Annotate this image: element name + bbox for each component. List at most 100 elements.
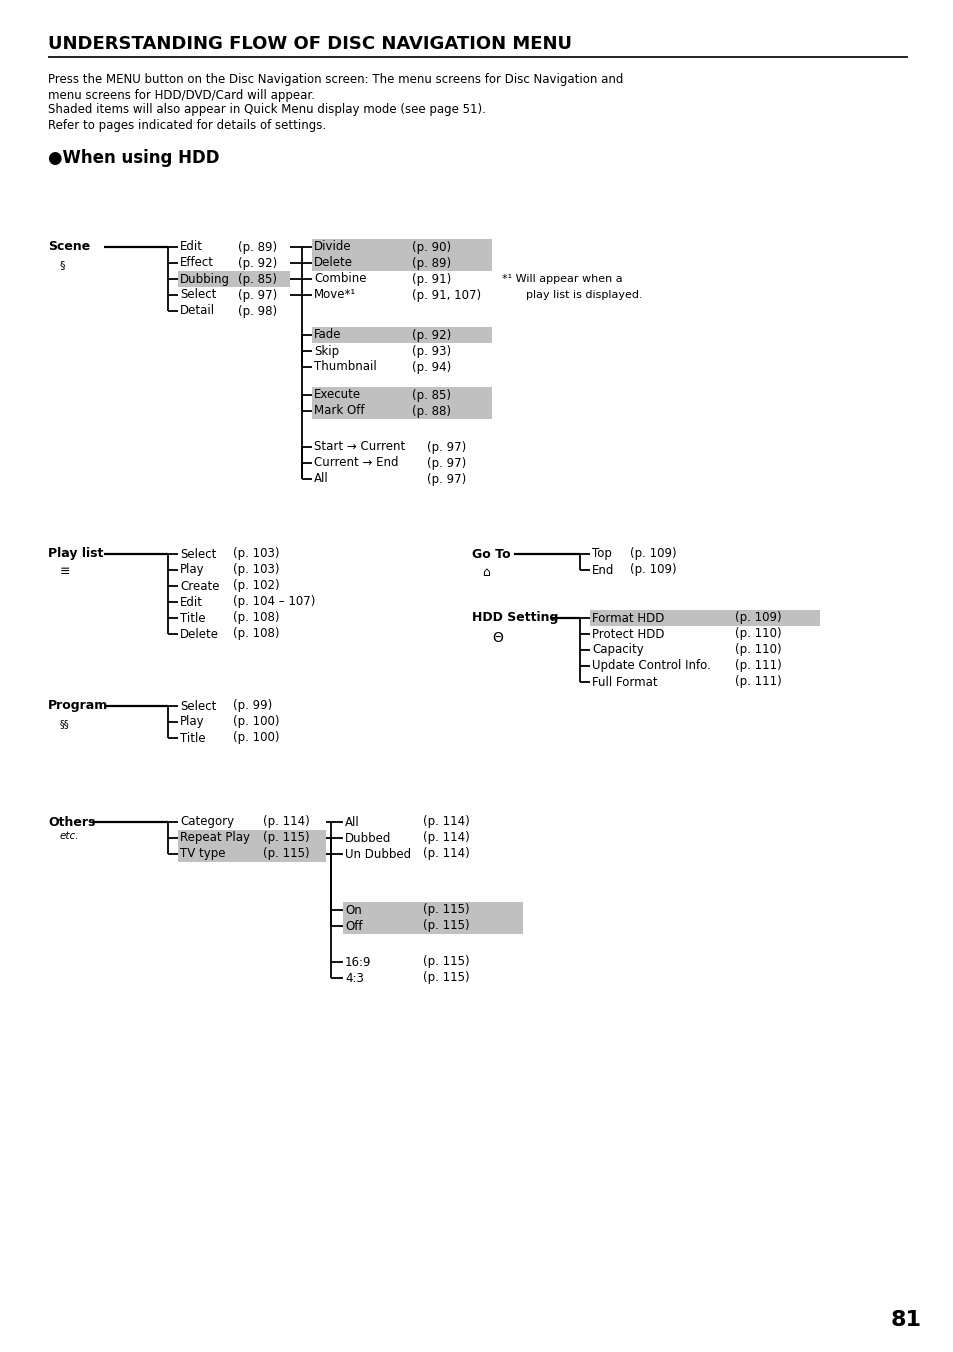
Text: (p. 109): (p. 109): [629, 548, 676, 561]
Text: Effect: Effect: [180, 257, 213, 269]
Text: HDD Setting: HDD Setting: [472, 611, 558, 625]
Text: (p. 100): (p. 100): [233, 715, 279, 729]
Text: (p. 115): (p. 115): [422, 972, 469, 984]
Text: *¹ Will appear when a: *¹ Will appear when a: [501, 274, 622, 284]
Text: (p. 88): (p. 88): [412, 404, 451, 418]
Text: Select: Select: [180, 548, 216, 561]
Text: Create: Create: [180, 580, 219, 592]
Text: 81: 81: [889, 1310, 921, 1330]
Text: Repeat Play: Repeat Play: [180, 831, 250, 845]
Text: Format HDD: Format HDD: [592, 611, 663, 625]
Text: (p. 97): (p. 97): [427, 457, 466, 469]
Text: Thumbnail: Thumbnail: [314, 361, 376, 373]
Text: Protect HDD: Protect HDD: [592, 627, 664, 641]
Text: (p. 89): (p. 89): [412, 257, 451, 269]
Bar: [178, 270, 290, 287]
Text: Skip: Skip: [314, 345, 338, 357]
Text: (p. 104 – 107): (p. 104 – 107): [233, 595, 315, 608]
Bar: [343, 918, 522, 934]
Text: Move*¹: Move*¹: [314, 288, 355, 301]
Text: Category: Category: [180, 815, 233, 829]
Text: Select: Select: [180, 699, 216, 713]
Text: Execute: Execute: [314, 388, 361, 402]
Text: (p. 114): (p. 114): [263, 815, 310, 829]
Text: etc.: etc.: [60, 831, 79, 841]
Text: Play: Play: [180, 564, 204, 576]
Text: Delete: Delete: [180, 627, 219, 641]
Text: (p. 93): (p. 93): [412, 345, 451, 357]
Text: §§: §§: [60, 719, 70, 729]
Text: 4:3: 4:3: [345, 972, 363, 984]
Text: Dubbing: Dubbing: [180, 273, 230, 285]
Bar: [343, 902, 522, 918]
Text: menu screens for HDD/DVD/Card will appear.: menu screens for HDD/DVD/Card will appea…: [48, 88, 314, 101]
Text: (p. 110): (p. 110): [734, 627, 781, 641]
Text: Press the MENU button on the Disc Navigation screen: The menu screens for Disc N: Press the MENU button on the Disc Naviga…: [48, 73, 622, 87]
Text: Divide: Divide: [314, 241, 352, 254]
Text: (p. 102): (p. 102): [233, 580, 279, 592]
Text: All: All: [345, 815, 359, 829]
Text: ≡: ≡: [60, 565, 71, 579]
Text: Update Control Info.: Update Control Info.: [592, 660, 710, 672]
Text: Capacity: Capacity: [592, 644, 643, 657]
Text: ⌂: ⌂: [481, 565, 489, 579]
Text: (p. 110): (p. 110): [734, 644, 781, 657]
Text: Θ: Θ: [492, 631, 502, 645]
Text: Edit: Edit: [180, 595, 203, 608]
Text: (p. 115): (p. 115): [422, 903, 469, 917]
Text: (p. 91, 107): (p. 91, 107): [412, 288, 480, 301]
Bar: [312, 387, 492, 403]
Text: (p. 103): (p. 103): [233, 564, 279, 576]
Bar: [178, 830, 326, 846]
Text: (p. 97): (p. 97): [427, 472, 466, 485]
Text: Refer to pages indicated for details of settings.: Refer to pages indicated for details of …: [48, 119, 326, 131]
Text: Un Dubbed: Un Dubbed: [345, 848, 411, 860]
Text: Shaded items will also appear in Quick Menu display mode (see page 51).: Shaded items will also appear in Quick M…: [48, 104, 485, 116]
Text: Detail: Detail: [180, 304, 214, 318]
Text: Off: Off: [345, 919, 362, 933]
Text: Play list: Play list: [48, 548, 103, 561]
Text: Current → End: Current → End: [314, 457, 398, 469]
Text: Top: Top: [592, 548, 611, 561]
Text: (p. 90): (p. 90): [412, 241, 451, 254]
Text: §: §: [60, 260, 66, 270]
Text: (p. 109): (p. 109): [734, 611, 781, 625]
Bar: [178, 846, 326, 863]
Text: (p. 108): (p. 108): [233, 627, 279, 641]
Text: (p. 99): (p. 99): [233, 699, 272, 713]
Bar: [589, 610, 820, 626]
Text: (p. 114): (p. 114): [422, 831, 469, 845]
Text: Start → Current: Start → Current: [314, 441, 405, 453]
Text: play list is displayed.: play list is displayed.: [525, 289, 642, 300]
Text: (p. 114): (p. 114): [422, 848, 469, 860]
Text: (p. 94): (p. 94): [412, 361, 451, 373]
Text: 16:9: 16:9: [345, 956, 371, 968]
Bar: [312, 403, 492, 419]
Text: (p. 89): (p. 89): [237, 241, 276, 254]
Bar: [312, 256, 492, 270]
Text: (p. 115): (p. 115): [422, 956, 469, 968]
Text: (p. 97): (p. 97): [427, 441, 466, 453]
Text: (p. 115): (p. 115): [422, 919, 469, 933]
Text: (p. 115): (p. 115): [263, 831, 310, 845]
Text: (p. 111): (p. 111): [734, 676, 781, 688]
Text: (p. 98): (p. 98): [237, 304, 276, 318]
Text: ●When using HDD: ●When using HDD: [48, 149, 219, 168]
Text: All: All: [314, 472, 329, 485]
Text: Select: Select: [180, 288, 216, 301]
Text: (p. 85): (p. 85): [237, 273, 276, 285]
Text: (p. 92): (p. 92): [412, 329, 451, 342]
Text: (p. 92): (p. 92): [237, 257, 277, 269]
Text: (p. 103): (p. 103): [233, 548, 279, 561]
Text: Fade: Fade: [314, 329, 341, 342]
Text: UNDERSTANDING FLOW OF DISC NAVIGATION MENU: UNDERSTANDING FLOW OF DISC NAVIGATION ME…: [48, 35, 572, 53]
Text: Title: Title: [180, 611, 206, 625]
Text: Edit: Edit: [180, 241, 203, 254]
Bar: [312, 327, 492, 343]
Text: Play: Play: [180, 715, 204, 729]
Text: Full Format: Full Format: [592, 676, 657, 688]
Text: (p. 97): (p. 97): [237, 288, 277, 301]
Text: Scene: Scene: [48, 241, 91, 254]
Text: (p. 114): (p. 114): [422, 815, 469, 829]
Text: (p. 85): (p. 85): [412, 388, 451, 402]
